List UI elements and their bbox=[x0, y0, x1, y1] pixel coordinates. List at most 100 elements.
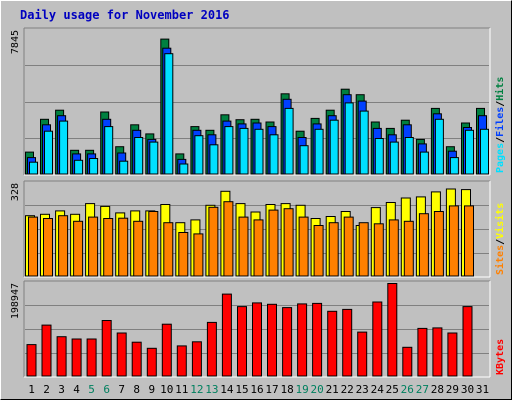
bar-kbytes-kbytes-day-10 bbox=[161, 323, 172, 377]
bar-requests-pages-day-9 bbox=[149, 141, 159, 175]
bar-requests-pages-day-24 bbox=[374, 138, 384, 175]
bar-visitors-sites-day-10 bbox=[163, 222, 174, 277]
bar-kbytes-kbytes-day-1 bbox=[26, 344, 37, 377]
bar-kbytes-kbytes-day-18 bbox=[282, 307, 293, 377]
bar-visitors-sites-day-3 bbox=[58, 215, 69, 277]
x-tick-label-day-21: 21 bbox=[326, 383, 339, 396]
bar-kbytes-kbytes-day-2 bbox=[41, 324, 52, 377]
x-tick-label-day-1: 1 bbox=[28, 383, 35, 396]
bar-requests-pages-day-11 bbox=[179, 163, 189, 175]
bar-requests-pages-day-10 bbox=[164, 53, 174, 175]
x-axis-labels: 1 2 3 4 5 6 7 8 9 10 11 12 13 14 15 16 17 18 19 20 21 22 23 24 2… bbox=[28, 383, 489, 396]
bar-visitors-sites-day-23 bbox=[358, 222, 369, 277]
bar-visitors-sites-day-12 bbox=[193, 233, 204, 277]
x-tick-label-day-9: 9 bbox=[148, 383, 155, 396]
y-max-label: 328 bbox=[10, 183, 21, 201]
legend-item: Files bbox=[494, 107, 506, 137]
bar-requests-pages-day-7 bbox=[119, 160, 129, 175]
x-tick-label-day-11: 11 bbox=[175, 383, 188, 396]
bar-visitors-sites-day-2 bbox=[43, 218, 53, 277]
panel-visitors: 328 Sites/Visits bbox=[10, 180, 506, 278]
x-tick-label-day-15: 15 bbox=[235, 383, 248, 396]
x-tick-label-day-22: 22 bbox=[341, 383, 354, 396]
legend-requests: Pages/Files/Hits bbox=[494, 77, 506, 173]
x-tick-label-day-8: 8 bbox=[133, 383, 140, 396]
x-tick-label-day-26: 26 bbox=[401, 383, 414, 396]
bar-requests-pages-day-30 bbox=[465, 129, 474, 175]
bar-kbytes-kbytes-day-22 bbox=[342, 308, 353, 377]
x-tick-label-day-5: 5 bbox=[88, 383, 95, 396]
legend-item: Hits bbox=[494, 77, 506, 101]
bar-requests-pages-day-29 bbox=[449, 157, 459, 175]
bar-kbytes-kbytes-day-3 bbox=[56, 336, 67, 377]
x-tick-label-day-13: 13 bbox=[205, 383, 218, 396]
bar-kbytes-kbytes-day-28 bbox=[432, 327, 443, 377]
bar-visitors-sites-day-15 bbox=[238, 216, 249, 277]
bar-visitors-sites-day-21 bbox=[328, 222, 339, 277]
bar-visitors-sites-day-7 bbox=[118, 217, 129, 277]
bar-visitors-sites-day-17 bbox=[268, 209, 279, 277]
bar-requests-pages-day-18 bbox=[284, 107, 294, 175]
bar-requests-pages-day-20 bbox=[314, 128, 324, 175]
bar-visitors-sites-day-13 bbox=[208, 206, 219, 277]
bar-kbytes-kbytes-day-17 bbox=[267, 303, 277, 377]
bar-kbytes-kbytes-day-15 bbox=[237, 306, 247, 377]
bar-kbytes-kbytes-day-7 bbox=[116, 332, 127, 377]
bar-kbytes-kbytes-day-14 bbox=[221, 293, 232, 377]
y-max-label: 198947 bbox=[10, 283, 21, 319]
bar-visitors-sites-day-26 bbox=[403, 220, 414, 277]
x-tick-label-day-2: 2 bbox=[43, 383, 50, 396]
bar-requests-pages-day-12 bbox=[194, 135, 204, 175]
bar-visitors-sites-day-30 bbox=[464, 205, 474, 277]
bar-kbytes-kbytes-day-13 bbox=[206, 321, 217, 377]
bar-kbytes-kbytes-day-12 bbox=[191, 341, 202, 377]
bar-visitors-sites-day-9 bbox=[148, 211, 159, 277]
legend-kbytes: KBytes bbox=[495, 339, 506, 375]
x-tick-label-day-6: 6 bbox=[103, 383, 110, 396]
x-tick-label-day-23: 23 bbox=[356, 383, 369, 396]
bar-kbytes-kbytes-day-29 bbox=[447, 332, 458, 377]
x-tick-label-day-31: 31 bbox=[476, 383, 489, 396]
legend-item: / bbox=[495, 239, 506, 245]
x-tick-label-day-12: 12 bbox=[190, 383, 203, 396]
x-tick-label-day-25: 25 bbox=[386, 383, 399, 396]
bar-visitors-sites-day-18 bbox=[283, 208, 294, 277]
bar-visitors-sites-day-27 bbox=[418, 213, 429, 277]
bar-visitors-sites-day-19 bbox=[298, 216, 309, 277]
bar-requests-pages-day-28 bbox=[434, 118, 444, 175]
y-max-label: 7845 bbox=[10, 30, 21, 54]
bar-visitors-sites-day-5 bbox=[88, 216, 99, 277]
bar-visitors-sites-day-8 bbox=[133, 220, 144, 277]
bar-requests-pages-day-8 bbox=[134, 137, 144, 175]
bar-kbytes-kbytes-day-4 bbox=[71, 338, 82, 377]
bar-visitors-sites-day-24 bbox=[373, 223, 384, 277]
legend-item: Sites bbox=[494, 245, 506, 275]
x-tick-label-day-16: 16 bbox=[250, 383, 263, 396]
bar-kbytes-kbytes-day-27 bbox=[417, 327, 428, 377]
x-tick-label-day-27: 27 bbox=[416, 383, 429, 396]
bar-requests-pages-day-16 bbox=[254, 128, 264, 175]
x-tick-label-day-4: 4 bbox=[73, 383, 80, 396]
bar-requests-pages-day-1 bbox=[29, 161, 38, 175]
bar-requests-pages-day-14 bbox=[224, 126, 234, 175]
bar-kbytes-kbytes-day-26 bbox=[402, 346, 413, 377]
bar-visitors-sites-day-20 bbox=[313, 225, 324, 277]
x-tick-label-day-18: 18 bbox=[280, 383, 293, 396]
bar-visitors-sites-day-14 bbox=[223, 201, 234, 277]
bar-visitors-sites-day-1 bbox=[28, 216, 38, 277]
bar-kbytes-kbytes-day-25 bbox=[387, 283, 398, 377]
bar-visitors-sites-day-25 bbox=[388, 219, 399, 277]
bar-requests-pages-day-26 bbox=[404, 137, 414, 175]
x-tick-label-day-19: 19 bbox=[295, 383, 308, 396]
bar-requests-pages-day-23 bbox=[359, 110, 369, 175]
x-tick-label-day-3: 3 bbox=[58, 383, 65, 396]
bar-visitors-sites-day-11 bbox=[178, 232, 189, 277]
legend-item: KBytes bbox=[495, 339, 506, 375]
bar-kbytes-kbytes-day-20 bbox=[312, 302, 323, 377]
bar-kbytes-kbytes-day-6 bbox=[101, 320, 112, 377]
x-tick-label-day-28: 28 bbox=[431, 383, 444, 396]
x-tick-label-day-10: 10 bbox=[160, 383, 173, 396]
bar-requests-pages-day-15 bbox=[239, 127, 249, 175]
bar-kbytes-kbytes-day-9 bbox=[146, 347, 157, 377]
